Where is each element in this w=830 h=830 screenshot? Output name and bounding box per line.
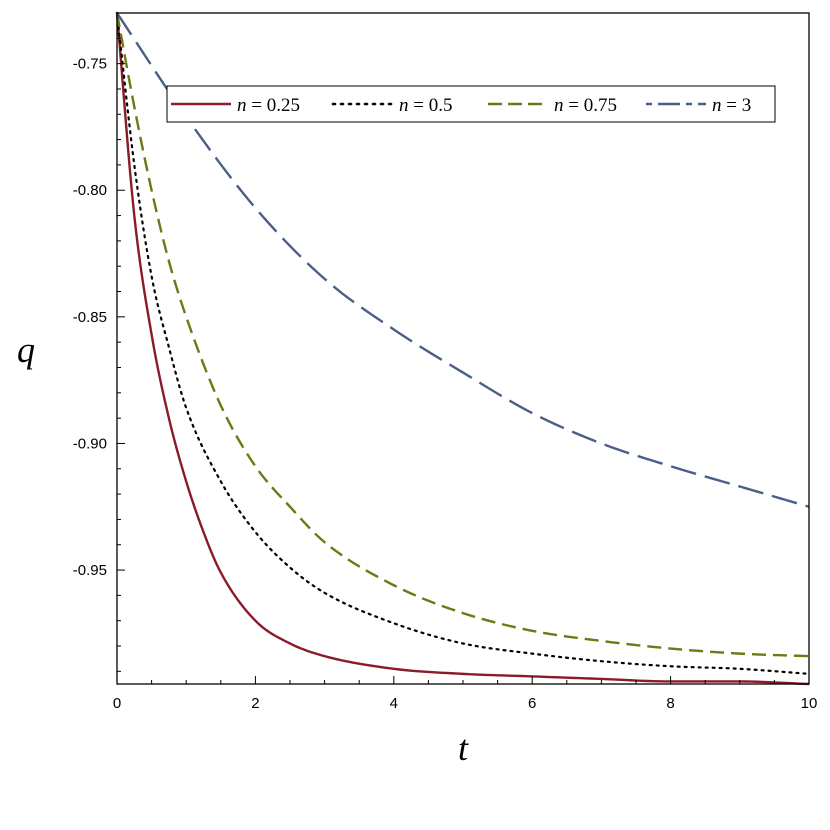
series-line-3 <box>116 12 810 508</box>
x-tick-label: 4 <box>390 695 398 712</box>
x-axis-title: t <box>458 728 469 768</box>
legend-label-0: n = 0.25 <box>237 95 300 116</box>
x-tick-label: 8 <box>666 695 674 712</box>
y-tick-label: -0.75 <box>73 56 107 73</box>
legend-label-2: n = 0.75 <box>554 95 617 116</box>
legend-label-1: n = 0.5 <box>399 95 452 116</box>
y-axis-title: q <box>17 330 35 370</box>
labels-layer: 0 2 4 6 8 10 -0.75 -0.80 -0.85 -0.90 -0.95 <box>73 56 818 712</box>
x-tick-label: 10 <box>801 695 818 712</box>
x-tick-label: 2 <box>251 695 259 712</box>
series-line-2 <box>115 12 810 658</box>
y-tick-label: -0.95 <box>73 562 107 579</box>
x-tick-label: 6 <box>528 695 536 712</box>
legend: n = 0.25 n = 0.5 n = 0.75 n = 3 <box>166 85 776 123</box>
legend-label-3: n = 3 <box>712 95 751 116</box>
series-line-1 <box>115 11 811 675</box>
series-layer <box>115 11 811 686</box>
x-tick-label: 0 <box>113 695 121 712</box>
y-tick-label: -0.85 <box>73 309 107 326</box>
y-tick-label: -0.90 <box>73 435 107 452</box>
y-tick-label: -0.80 <box>73 182 107 199</box>
series-line-0 <box>115 12 810 686</box>
ticks-layer <box>116 37 810 684</box>
